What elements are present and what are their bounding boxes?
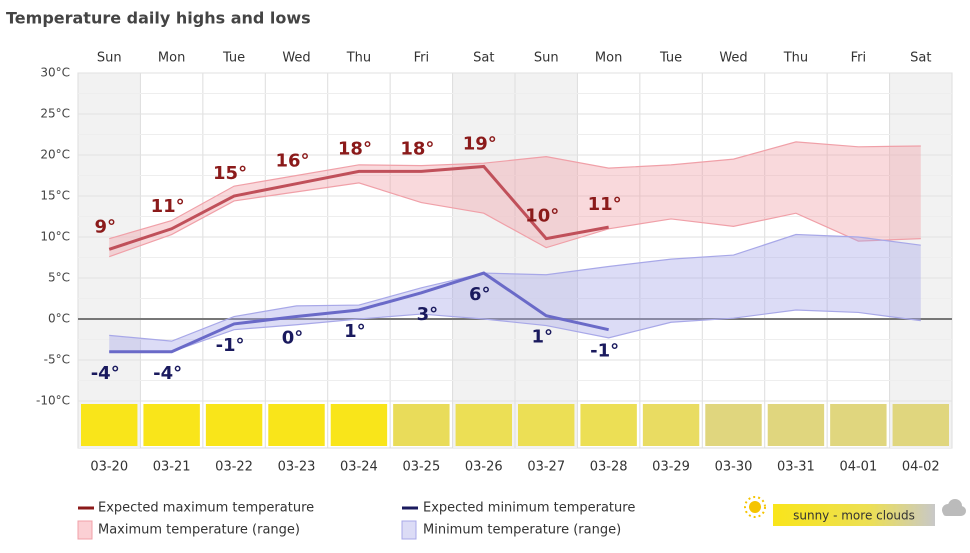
y-tick-label: 0°C [48,312,70,326]
x-tick-label: 03-21 [153,460,191,475]
legend: Expected maximum temperature Maximum tem… [77,496,966,540]
plot-background [77,72,953,449]
legend-swatch [77,520,93,540]
weekday-label: Fri [414,51,430,66]
range-area [109,141,921,257]
weekend-shade [889,73,952,448]
weather-cell [580,404,637,446]
weather-cell [455,404,512,446]
weather-cell [642,404,700,446]
weather-cell [393,404,450,446]
value-label: 19° [463,133,497,154]
value-label: 18° [338,138,372,159]
value-label: 11° [588,194,622,215]
cloud-icon [942,499,966,516]
x-tick-label: 03-24 [340,460,378,475]
chart-title: Temperature daily highs and lows [6,9,311,28]
weekday-label: Wed [719,51,747,66]
series-line [109,271,609,354]
range-edge [109,182,921,258]
value-label: 3° [417,304,439,325]
weekday-label: Sat [910,51,931,66]
value-label: 16° [275,151,309,172]
series-line [108,164,609,251]
weekday-label: Mon [158,51,185,66]
weather-legend-bar [773,504,935,526]
x-tick-label: 03-28 [590,460,628,475]
y-tick-label: -10°C [36,394,70,408]
weather-cell [892,404,949,446]
x-tick-label: 03-30 [715,460,753,475]
weekend-shade [515,73,578,448]
weekday-label: Fri [851,51,867,66]
value-label: -4° [153,363,182,384]
x-tick-label: 03-23 [278,460,316,475]
value-label: 1° [344,321,366,342]
y-tick-label: -5°C [44,353,70,367]
value-label: 10° [525,206,559,227]
x-tick-label: 03-31 [777,460,815,475]
weather-cell [143,404,200,446]
weekday-label: Tue [222,51,245,66]
weather-cell [81,404,138,446]
legend-label: Maximum temperature (range) [98,523,300,538]
weekday-label: Sat [473,51,494,66]
x-tick-label: 03-29 [652,460,690,475]
x-tick-label: 03-26 [465,460,503,475]
weekday-label: Sun [534,51,559,66]
x-tick-label: 03-27 [527,460,565,475]
x-tick-label: 03-22 [215,460,253,475]
weather-cell [205,404,263,446]
weekday-label: Mon [595,51,622,66]
y-tick-label: 20°C [40,148,70,162]
range-edge [109,141,921,240]
x-tick-label: 04-01 [839,460,877,475]
value-label: -1° [216,335,245,356]
weekend-shade [452,73,515,448]
weather-cell [268,404,325,446]
value-label: 0° [282,328,304,349]
value-label: -4° [91,363,120,384]
x-tick-label: 04-02 [902,460,940,475]
weekday-label: Sun [97,51,122,66]
value-label: -1° [590,341,619,362]
legend-swatch [401,520,417,540]
weekday-label: Tue [659,51,682,66]
x-tick-label: 03-20 [90,460,128,475]
weekend-shade [78,73,141,448]
weather-cell [518,404,575,446]
y-tick-label: 25°C [40,107,70,121]
x-tick-label: 03-25 [402,460,440,475]
legend-label: Expected maximum temperature [98,501,314,516]
y-tick-label: 15°C [40,189,70,203]
value-label: 15° [213,163,247,184]
weather-cell [330,404,388,446]
sun-icon [744,496,766,518]
value-label: 9° [94,216,116,237]
value-label: 18° [400,138,434,159]
weather-cell [705,404,762,446]
range-edge [109,309,921,353]
value-label: 1° [531,327,553,348]
weather-legend-label: sunny - more clouds [793,509,915,523]
y-tick-label: 10°C [40,230,70,244]
y-tick-label: 30°C [40,66,70,80]
legend-label: Expected minimum temperature [423,501,635,516]
y-tick-label: 5°C [48,271,70,285]
weekday-label: Thu [783,51,808,66]
weather-cell [767,404,825,446]
legend-label: Minimum temperature (range) [423,523,621,538]
value-label: 6° [469,284,491,305]
weekday-label: Wed [282,51,310,66]
range-edge [109,233,921,342]
value-label: 11° [151,196,185,217]
weekday-label: Thu [346,51,371,66]
weather-cell [830,404,887,446]
